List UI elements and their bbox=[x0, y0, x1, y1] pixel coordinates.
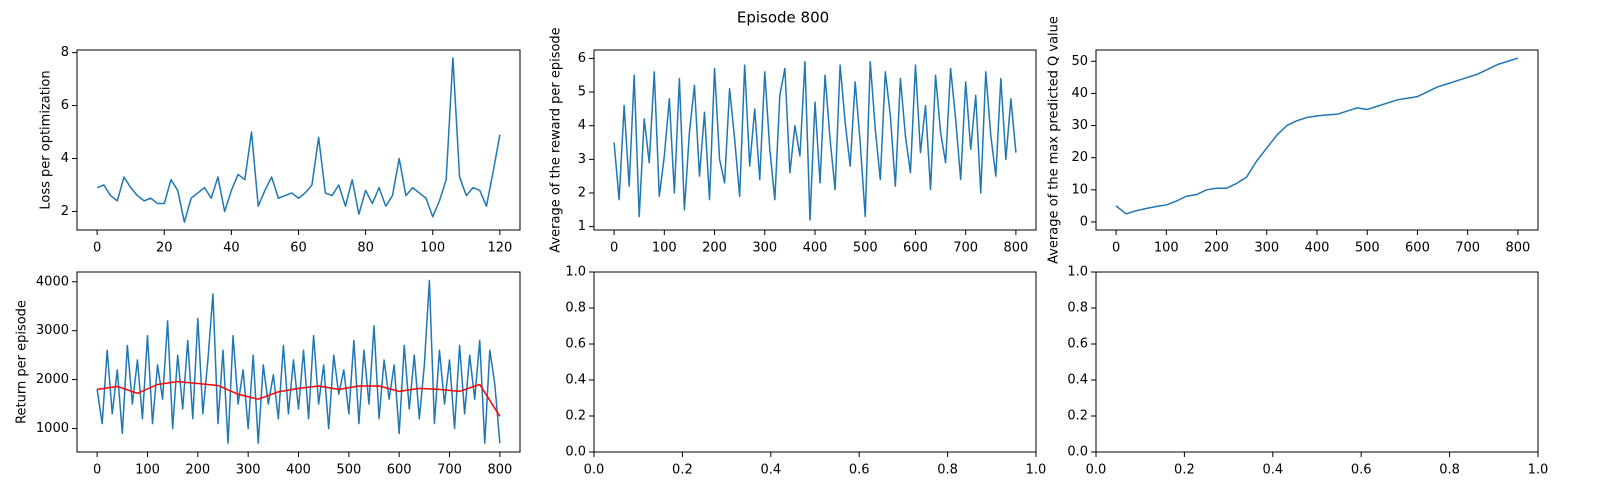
line-series bbox=[96, 279, 501, 444]
x-tick-label: 700 bbox=[953, 241, 978, 256]
y-tick-label: 2 bbox=[61, 204, 69, 219]
x-tick-label: 40 bbox=[223, 241, 240, 256]
x-tick-label: 800 bbox=[1505, 241, 1530, 256]
x-tick-label: 200 bbox=[185, 463, 210, 478]
x-tick-label: 1.0 bbox=[1026, 463, 1047, 478]
x-tick-label: 300 bbox=[236, 463, 261, 478]
y-tick-label: 0 bbox=[1080, 214, 1088, 229]
y-tick-label: 0.2 bbox=[1067, 409, 1088, 424]
x-tick-label: 100 bbox=[652, 241, 677, 256]
y-tick-label: 2000 bbox=[36, 372, 69, 387]
y-tick-label: 4000 bbox=[36, 274, 69, 289]
y-axis-label: Average of the max predicted Q value bbox=[1047, 16, 1062, 264]
y-tick-label: 10 bbox=[1071, 182, 1088, 197]
x-tick-label: 500 bbox=[1355, 241, 1380, 256]
y-tick-label: 4 bbox=[61, 151, 69, 166]
y-tick-label: 0.8 bbox=[565, 301, 586, 316]
x-tick-label: 800 bbox=[1003, 241, 1028, 256]
figure-title: Episode 800 bbox=[737, 9, 829, 27]
y-tick-label: 6 bbox=[61, 98, 69, 113]
x-tick-label: 0.4 bbox=[1262, 463, 1283, 478]
x-tick-label: 0.2 bbox=[672, 463, 693, 478]
x-tick-label: 400 bbox=[1305, 241, 1330, 256]
x-tick-label: 500 bbox=[336, 463, 361, 478]
y-tick-label: 0.0 bbox=[1067, 445, 1088, 460]
y-tick-label: 0.2 bbox=[565, 409, 586, 424]
x-tick-label: 120 bbox=[487, 241, 512, 256]
x-tick-label: 100 bbox=[135, 463, 160, 478]
x-tick-label: 0.2 bbox=[1174, 463, 1195, 478]
x-tick-label: 0.6 bbox=[849, 463, 870, 478]
x-tick-label: 0.0 bbox=[1086, 463, 1107, 478]
y-tick-label: 3000 bbox=[36, 323, 69, 338]
y-tick-label: 0.4 bbox=[1067, 373, 1088, 388]
y-tick-label: 0.0 bbox=[565, 445, 586, 460]
y-tick-label: 0.6 bbox=[1067, 337, 1088, 352]
y-tick-label: 50 bbox=[1071, 54, 1088, 69]
y-tick-label: 0.6 bbox=[565, 337, 586, 352]
y-tick-label: 40 bbox=[1071, 86, 1088, 101]
x-tick-label: 80 bbox=[357, 241, 374, 256]
x-tick-label: 600 bbox=[1405, 241, 1430, 256]
y-tick-label: 8 bbox=[61, 45, 69, 60]
x-tick-label: 600 bbox=[903, 241, 928, 256]
x-tick-label: 700 bbox=[1455, 241, 1480, 256]
line-series bbox=[96, 57, 501, 223]
y-tick-label: 1.0 bbox=[1067, 265, 1088, 280]
x-tick-label: 600 bbox=[387, 463, 412, 478]
y-tick-label: 1 bbox=[578, 219, 586, 234]
y-tick-label: 0.8 bbox=[1067, 301, 1088, 316]
x-tick-label: 300 bbox=[752, 241, 777, 256]
y-axis-label: Loss per optimization bbox=[39, 70, 54, 209]
y-tick-label: 3 bbox=[578, 152, 586, 167]
x-tick-label: 0 bbox=[1112, 241, 1120, 256]
x-tick-label: 100 bbox=[1154, 241, 1179, 256]
x-tick-label: 1.0 bbox=[1528, 463, 1549, 478]
x-tick-label: 200 bbox=[1204, 241, 1229, 256]
y-tick-label: 0.4 bbox=[565, 373, 586, 388]
x-tick-label: 0.6 bbox=[1351, 463, 1372, 478]
axes-frame bbox=[1095, 271, 1539, 453]
x-tick-label: 0.8 bbox=[1439, 463, 1460, 478]
line-series bbox=[613, 61, 1017, 221]
x-tick-label: 500 bbox=[853, 241, 878, 256]
x-tick-label: 300 bbox=[1254, 241, 1279, 256]
x-tick-label: 0.8 bbox=[937, 463, 958, 478]
axes-frame bbox=[593, 271, 1037, 453]
x-tick-label: 20 bbox=[156, 241, 173, 256]
y-axis-label: Return per episode bbox=[15, 300, 30, 424]
x-tick-label: 400 bbox=[286, 463, 311, 478]
x-tick-label: 0 bbox=[610, 241, 618, 256]
x-tick-label: 0.0 bbox=[584, 463, 605, 478]
x-tick-label: 200 bbox=[702, 241, 727, 256]
x-tick-label: 0 bbox=[93, 241, 101, 256]
line-series bbox=[1115, 57, 1519, 215]
y-tick-label: 5 bbox=[578, 85, 586, 100]
y-tick-label: 20 bbox=[1071, 150, 1088, 165]
x-tick-label: 800 bbox=[487, 463, 512, 478]
y-tick-label: 6 bbox=[578, 51, 586, 66]
y-tick-label: 30 bbox=[1071, 118, 1088, 133]
y-tick-label: 1.0 bbox=[565, 265, 586, 280]
y-tick-label: 4 bbox=[578, 118, 586, 133]
y-tick-label: 1000 bbox=[36, 421, 69, 436]
x-tick-label: 0.4 bbox=[760, 463, 781, 478]
x-tick-label: 60 bbox=[290, 241, 307, 256]
x-tick-label: 100 bbox=[420, 241, 445, 256]
x-tick-label: 400 bbox=[803, 241, 828, 256]
x-tick-label: 700 bbox=[437, 463, 462, 478]
y-axis-label: Average of the reward per episode bbox=[549, 27, 564, 252]
x-tick-label: 0 bbox=[93, 463, 101, 478]
y-tick-label: 2 bbox=[578, 185, 586, 200]
line-series bbox=[97, 380, 501, 417]
